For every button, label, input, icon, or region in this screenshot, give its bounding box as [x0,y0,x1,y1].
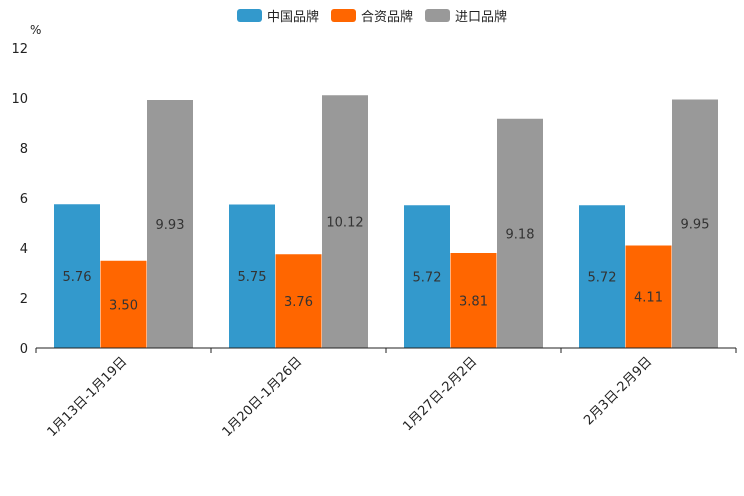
category-label: 1月27日-2月2日 [400,354,480,434]
bar-value-label: 3.76 [284,295,313,310]
x-axis-category-labels: 1月13日-1月19日 1月20日-1月26日 1月27日-2月2日 2月3日-2月9… [45,354,656,440]
bar-value-label: 5.72 [413,271,442,286]
bar [146,99,194,349]
y-tick-label: 6 [20,192,28,207]
bar-value-label: 3.81 [459,294,488,309]
y-axis-ticks: 0 2 4 6 8 10 12 [11,42,28,357]
legend-swatch [237,9,262,22]
bar-value-label: 5.72 [588,271,617,286]
bar [100,260,147,349]
legend-label: 中国品牌 [267,9,319,25]
bar [275,253,322,349]
y-axis-unit-label: % [30,23,41,37]
category-label: 2月3日-2月9日 [581,354,655,428]
category-label: 1月20日-1月26日 [220,354,306,440]
category-label: 1月13日-1月19日 [45,354,131,440]
bar [321,94,369,349]
bars [53,94,719,349]
legend: 中国品牌 合资品牌 进口品牌 [237,9,507,25]
legend-swatch [425,9,450,22]
y-tick-label: 2 [20,292,28,307]
legend-item[interactable]: 中国品牌 [237,9,319,25]
bar-data-labels: 5.76 3.50 9.93 5.75 3.76 10.12 5.72 3.81 9.18 5.7… [63,216,710,314]
y-tick-label: 4 [20,242,28,257]
y-tick-label: 12 [11,42,28,57]
legend-label: 进口品牌 [455,9,507,25]
bar-value-label: 5.75 [238,270,267,285]
bar-value-label: 4.11 [634,291,663,306]
y-tick-label: 10 [11,92,28,107]
legend-label: 合资品牌 [361,9,413,25]
y-tick-label: 8 [20,142,28,157]
bar [450,252,497,349]
legend-swatch [331,9,356,22]
bar-value-label: 3.50 [109,298,138,313]
x-axis-ticks [35,348,737,353]
bar-value-label: 10.12 [326,216,363,231]
bar-value-label: 9.93 [156,218,185,233]
bar [228,204,276,349]
bar [53,203,101,349]
bar-value-label: 9.18 [506,227,535,242]
bar [578,204,626,349]
bar-value-label: 5.76 [63,270,92,285]
legend-item[interactable]: 合资品牌 [331,9,413,25]
bar [671,99,719,349]
y-tick-label: 0 [20,342,28,357]
bar-value-label: 9.95 [681,218,710,233]
legend-item[interactable]: 进口品牌 [425,9,507,25]
